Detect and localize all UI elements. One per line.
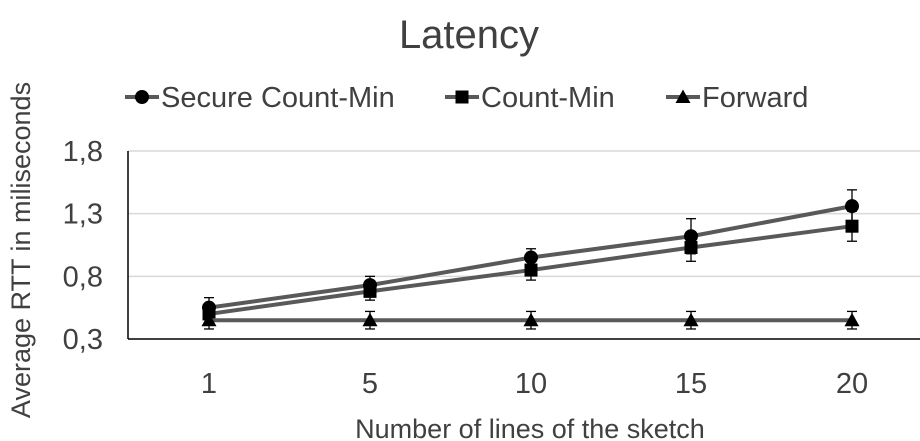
data-point — [362, 312, 378, 327]
legend-marker — [675, 89, 691, 103]
legend-entry: Forward — [666, 82, 808, 114]
data-point — [683, 312, 699, 327]
series-count-min — [202, 210, 859, 325]
data-point — [845, 219, 859, 233]
legend-label: Forward — [702, 82, 808, 114]
series-secure-count-min — [202, 189, 859, 319]
x-tick-label: 5 — [362, 368, 378, 400]
legend-entry: Count-Min — [445, 82, 615, 114]
series-layer — [201, 189, 860, 330]
data-point — [524, 250, 538, 265]
data-point — [523, 312, 539, 327]
data-point — [684, 241, 698, 255]
legend-marker — [455, 90, 469, 104]
legend-marker — [135, 90, 149, 104]
y-tick-label: 0,8 — [63, 261, 103, 293]
data-point — [524, 263, 538, 277]
x-tick-label: 15 — [675, 368, 707, 400]
grid — [128, 150, 920, 278]
y-tick-label: 0,3 — [63, 324, 103, 356]
x-tick-label: 1 — [201, 368, 217, 400]
legend-entry: Secure Count-Min — [125, 82, 395, 114]
chart-title: Latency — [399, 13, 539, 57]
x-tick-label: 10 — [515, 368, 547, 400]
y-tick-label: 1,8 — [63, 136, 103, 168]
data-point — [201, 312, 217, 327]
x-tick-label: 20 — [836, 368, 868, 400]
axes: 0,30,81,31,81 5 10 15 20 — [63, 136, 920, 400]
x-axis-label: Number of lines of the sketch — [355, 414, 705, 441]
legend-label: Count-Min — [481, 82, 615, 114]
series-forward — [201, 310, 860, 330]
y-tick-label: 1,3 — [63, 199, 103, 231]
data-point — [844, 312, 860, 327]
data-point — [363, 284, 377, 298]
legend-label: Secure Count-Min — [161, 82, 395, 114]
y-axis-label: Average RTT in miliseconds — [6, 82, 36, 418]
legend: Secure Count-Min Count-Min Forward — [125, 82, 808, 114]
data-point — [845, 199, 859, 214]
